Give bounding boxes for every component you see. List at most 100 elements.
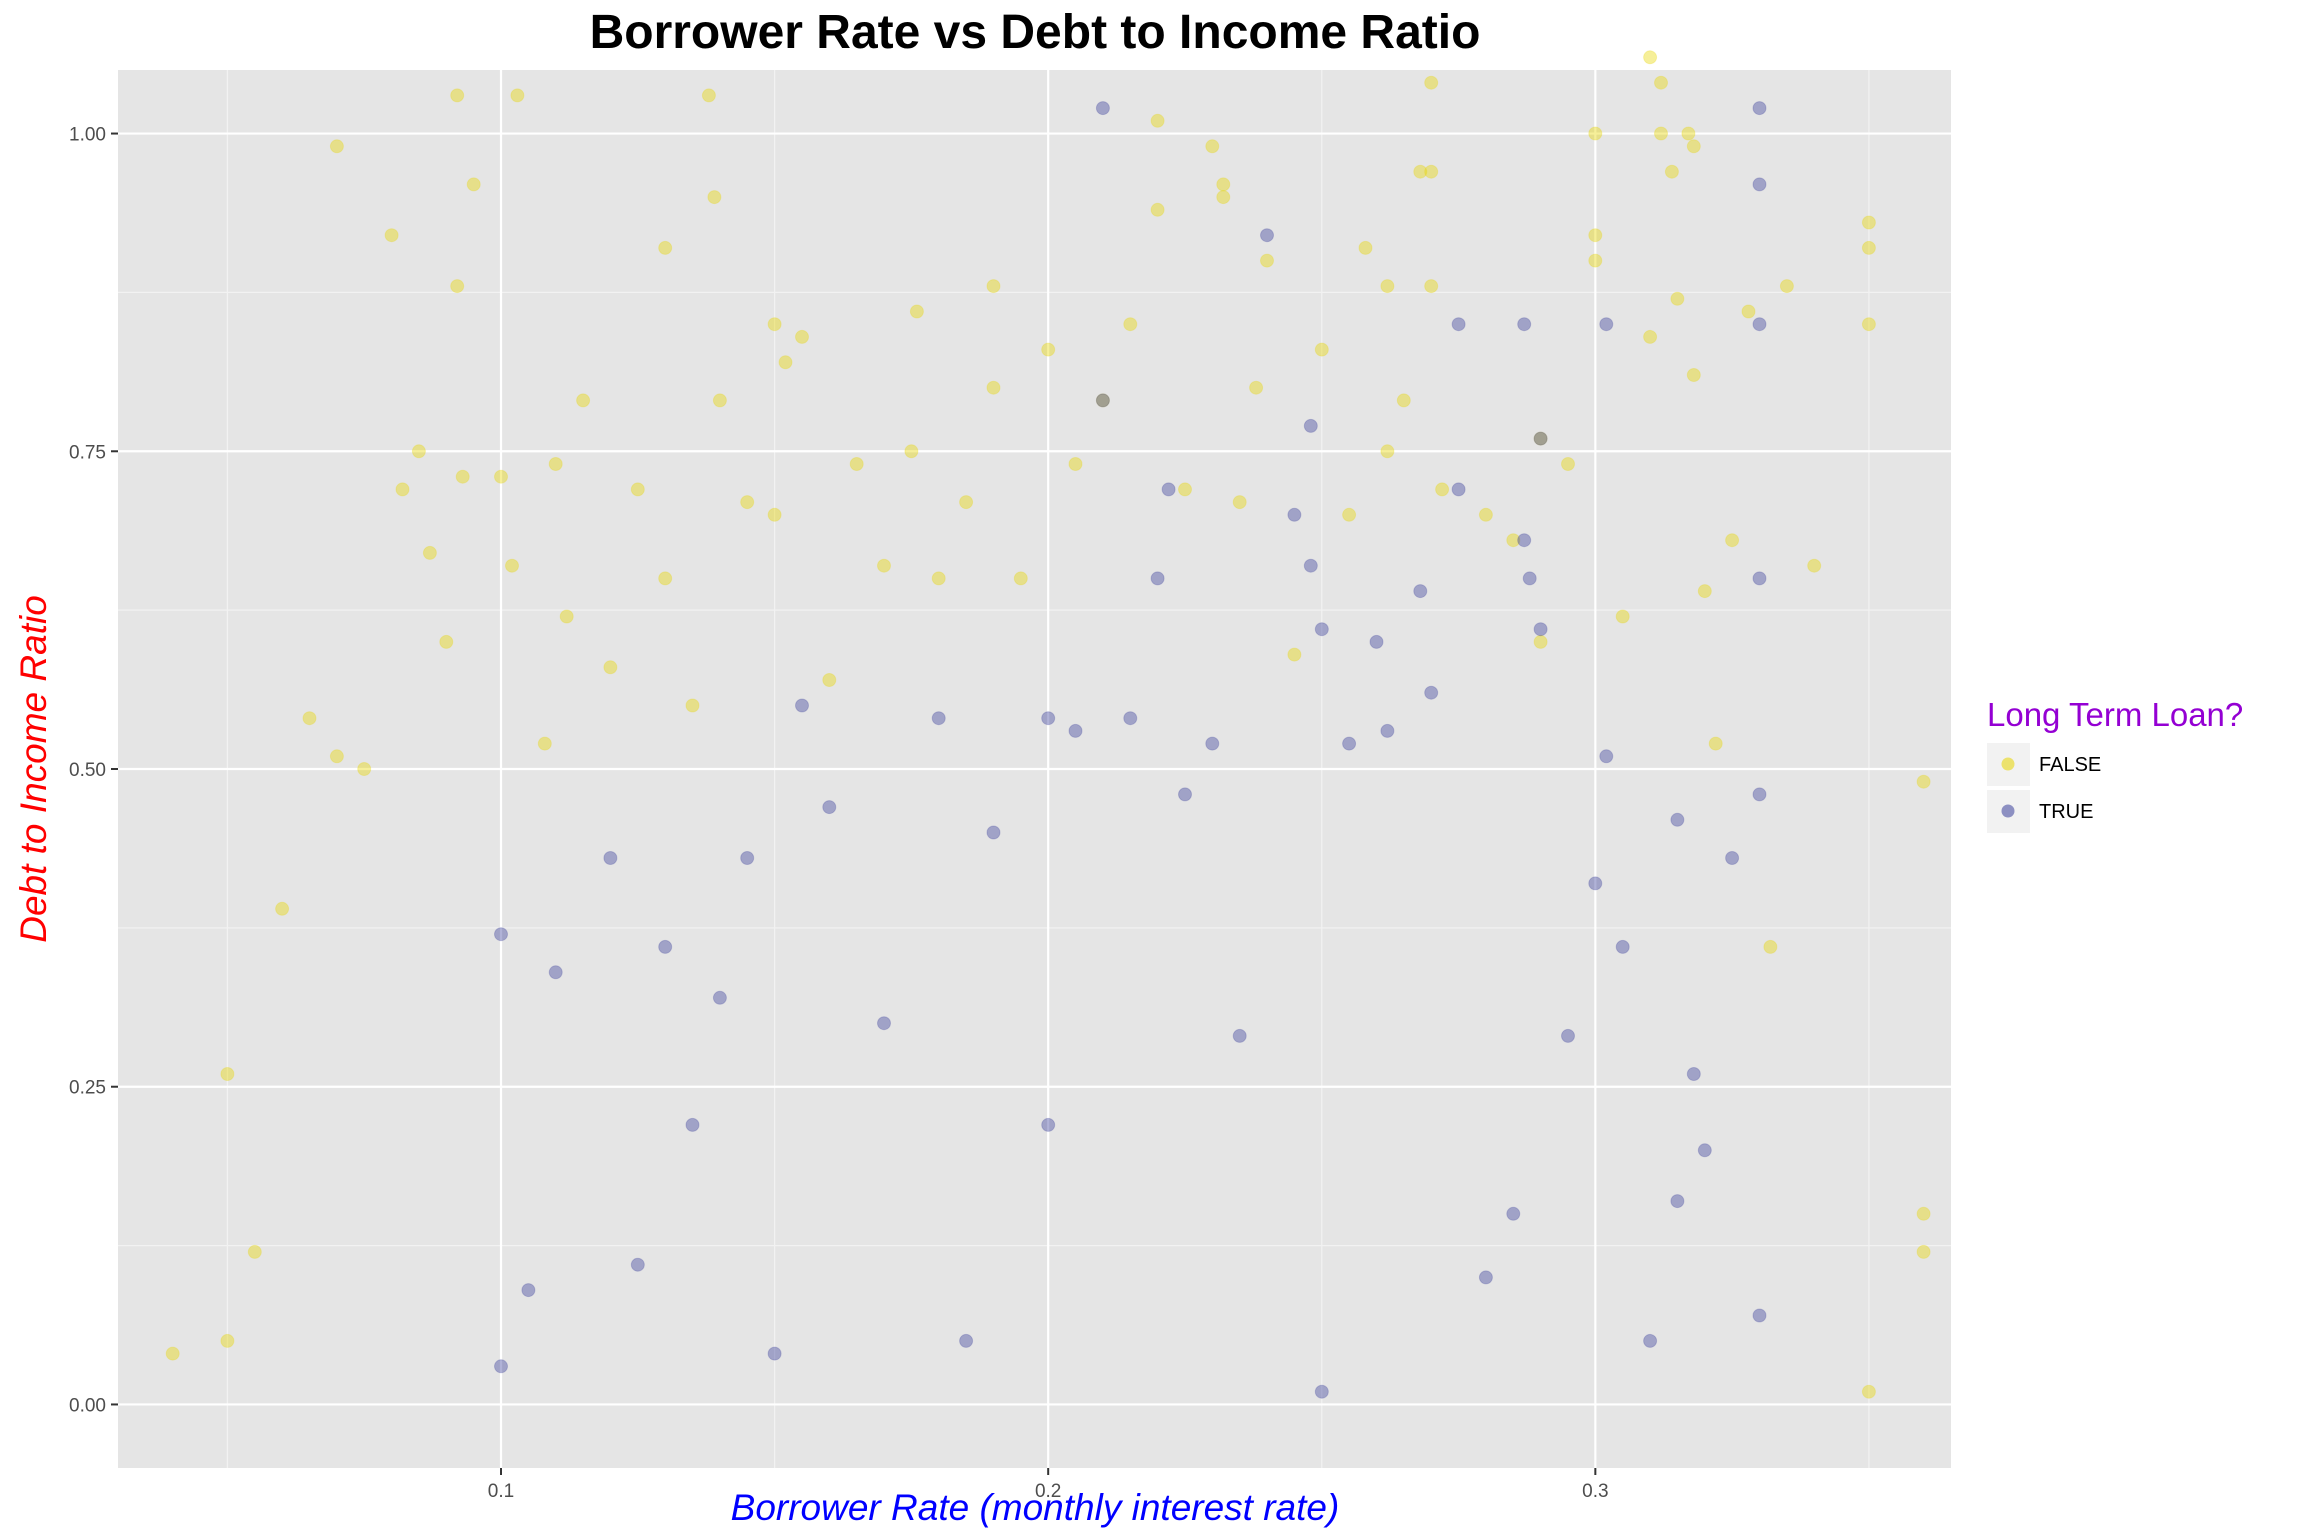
data-point-false — [1916, 1206, 1931, 1221]
data-point-true — [712, 990, 727, 1005]
data-point-true — [931, 711, 946, 726]
data-point-false — [548, 457, 563, 471]
data-point-false — [466, 177, 481, 192]
data-point-true — [1380, 723, 1395, 738]
data-point-true — [1260, 228, 1274, 243]
y-tick-label: 0.50 — [69, 760, 106, 781]
data-point-true — [1686, 1067, 1701, 1081]
grid-major — [118, 70, 1951, 1468]
data-point-false — [795, 329, 809, 344]
data-point-true — [740, 851, 755, 865]
data-point-false — [1533, 634, 1548, 649]
data-point-false — [1358, 240, 1373, 255]
data-point-false — [1725, 533, 1740, 548]
data-point-false — [658, 240, 673, 255]
data-point-false — [1095, 393, 1110, 408]
data-point-true — [1752, 787, 1767, 802]
data-point-true — [1451, 482, 1466, 497]
data-point-false — [1424, 164, 1439, 179]
data-point-false — [1178, 482, 1192, 497]
data-point-false — [1232, 495, 1247, 510]
data-point-true — [1517, 317, 1532, 332]
data-point-false — [1708, 736, 1723, 751]
data-point-false — [1654, 126, 1668, 141]
data-point-false — [1741, 304, 1756, 319]
data-point-false — [247, 1244, 262, 1259]
data-point-false — [576, 393, 591, 408]
data-point-false — [165, 1346, 180, 1361]
legend-title: Long Term Loan? — [1987, 696, 2243, 733]
data-point-true — [1752, 571, 1767, 586]
x-tick-label: 0.2 — [1035, 1481, 1061, 1502]
data-point-true — [630, 1257, 645, 1272]
data-point-false — [220, 1067, 235, 1081]
data-point-true — [548, 965, 563, 980]
data-point-false — [1779, 279, 1794, 294]
data-point-false — [767, 317, 782, 332]
data-point-false — [909, 304, 924, 319]
data-point-true — [658, 939, 673, 954]
data-point-false — [494, 469, 508, 484]
data-point-false — [904, 444, 919, 459]
data-point-false — [1478, 507, 1493, 522]
legend-key-true-dot — [2001, 804, 2015, 818]
data-point-true — [1533, 431, 1548, 446]
data-point-true — [767, 1346, 782, 1361]
series-true-points — [494, 101, 1767, 1399]
data-point-false — [411, 444, 426, 459]
data-point-true — [1588, 876, 1603, 891]
data-point-true — [521, 1283, 536, 1298]
data-point-false — [740, 495, 755, 510]
data-point-false — [1670, 291, 1685, 306]
data-point-false — [1314, 342, 1329, 357]
data-point-false — [1249, 380, 1264, 395]
data-point-false — [1380, 279, 1395, 294]
data-point-false — [1664, 164, 1679, 179]
legend-label-false: FALSE — [2039, 754, 2101, 776]
data-point-false — [1435, 482, 1450, 497]
data-point-true — [1697, 1143, 1712, 1158]
data-point-true — [1424, 685, 1439, 700]
data-point-false — [1807, 558, 1822, 573]
data-point-false — [986, 380, 1001, 395]
data-point-true — [494, 1359, 508, 1374]
data-point-true — [603, 851, 618, 865]
data-point-true — [959, 1333, 974, 1348]
data-point-false — [1342, 507, 1357, 522]
data-point-false — [707, 190, 722, 205]
data-point-false — [422, 545, 437, 560]
data-point-false — [1643, 50, 1658, 65]
data-point-true — [1041, 711, 1056, 726]
data-point-true — [1533, 622, 1548, 637]
data-point-false — [384, 228, 399, 243]
data-point-true — [1615, 939, 1630, 954]
data-point-true — [1451, 317, 1466, 332]
data-point-true — [1342, 736, 1357, 751]
data-point-false — [220, 1333, 235, 1348]
data-point-true — [822, 800, 837, 815]
data-point-true — [1643, 1333, 1658, 1348]
x-tick-label: 0.3 — [1582, 1481, 1608, 1502]
data-point-true — [1095, 393, 1110, 408]
data-point-false — [630, 482, 645, 497]
y-axis-ticks: 0.00 0.25 0.50 0.75 1.00 — [69, 125, 118, 1416]
data-point-true — [1752, 1308, 1767, 1323]
data-point-false — [1205, 139, 1220, 154]
data-point-false — [1287, 647, 1302, 662]
data-point-false — [439, 634, 454, 649]
data-point-false — [1068, 457, 1083, 471]
data-point-false — [329, 749, 344, 764]
data-point-false — [537, 736, 552, 751]
data-point-false — [603, 660, 618, 675]
data-point-true — [1095, 101, 1110, 116]
data-point-false — [1686, 368, 1701, 382]
data-point-false — [1216, 177, 1231, 192]
data-point-false — [505, 558, 519, 573]
data-point-false — [559, 609, 574, 624]
data-point-true — [1506, 1206, 1521, 1221]
data-point-false — [701, 88, 716, 103]
data-point-true — [494, 927, 508, 942]
data-point-false — [1588, 126, 1603, 141]
data-point-false — [1588, 228, 1603, 243]
data-point-false — [986, 279, 1001, 294]
